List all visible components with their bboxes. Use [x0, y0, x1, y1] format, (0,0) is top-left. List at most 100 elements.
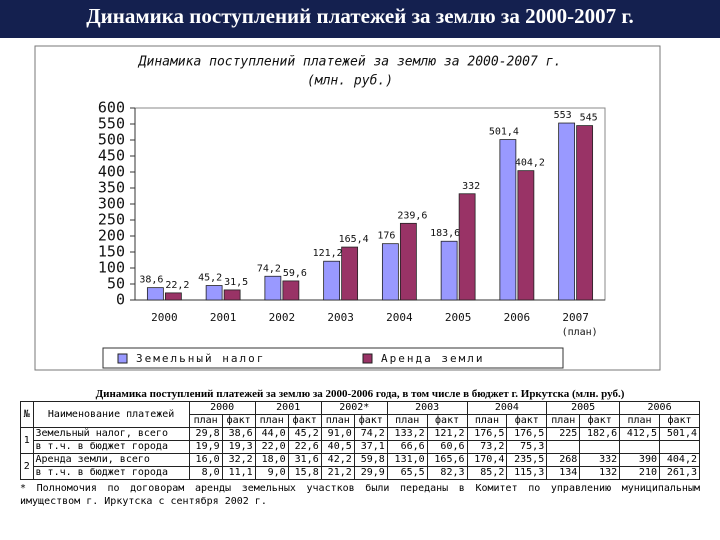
table-cell: 18,0 [254, 453, 289, 467]
table-cell: 176,5 [466, 427, 508, 441]
title-bar [0, 0, 720, 38]
table-cell: 65,5 [386, 466, 428, 480]
table-cell: 176,5 [506, 427, 548, 441]
table-cell: в т.ч. в бюджет города [32, 440, 190, 454]
bar [499, 139, 517, 301]
bar [323, 260, 341, 301]
header-row: № Наименование платежей 2000 2001 2002* 2003 2… [20, 401, 700, 428]
table-cell: 268 [546, 453, 581, 467]
table-cell: 66,6 [386, 440, 428, 454]
table-cell: 45,2 [287, 427, 322, 441]
value-label: 545 [580, 113, 598, 124]
value-label: 183,6 [430, 228, 460, 239]
value-label: 22,2 [165, 280, 189, 291]
table-cell: 210 [619, 466, 660, 480]
table-cell: 75,3 [506, 440, 548, 454]
table-cell: 15,8 [287, 466, 322, 480]
table-cell: 82,3 [426, 466, 468, 480]
bar [440, 240, 458, 301]
table-caption: Динамика поступлений платежей за землю з… [95, 388, 625, 400]
value-label: 239,6 [397, 210, 427, 221]
y-tick-label: 400 [98, 163, 125, 181]
header-cell: факт [506, 414, 548, 428]
header-cell: № [20, 401, 34, 428]
table-cell: 165,6 [426, 453, 468, 467]
table-cell: 85,2 [466, 466, 508, 480]
table-cell: 412,5 [619, 427, 660, 441]
x-tick-label: 2006 [504, 311, 531, 324]
header-cell: план [386, 414, 428, 428]
table-cell: 134 [546, 466, 581, 480]
table-cell [579, 440, 621, 454]
y-tick-label: 550 [98, 115, 125, 133]
y-tick-label: 250 [98, 211, 125, 229]
table-cell: 9,0 [254, 466, 289, 480]
legend-label: Земельный налог [136, 352, 265, 365]
bar [576, 125, 594, 301]
y-tick-label: 150 [98, 243, 125, 261]
table-cell: 261,3 [658, 466, 701, 480]
chart-title: Динамика поступлений платежей за землю з… [138, 55, 562, 70]
legend-label: Аренда земли [381, 352, 484, 365]
table-block: Динамика поступлений платежей за землю з… [20, 388, 701, 508]
table-cell: 37,1 [353, 440, 388, 454]
table-cell: 404,2 [658, 453, 701, 467]
table-row: в т.ч. в бюджет города 8,0 11,1 9,0 15,8 21,2… [21, 466, 701, 480]
table-cell: 121,2 [426, 427, 468, 441]
y-tick-label: 100 [98, 259, 125, 277]
table-cell: 44,0 [254, 427, 289, 441]
table-cell [546, 440, 581, 454]
header-cell: план [188, 414, 223, 428]
bar [205, 285, 223, 301]
bar [146, 287, 164, 301]
table-cell: 19,3 [221, 440, 256, 454]
x-tick-label: 2004 [386, 311, 413, 324]
bar [381, 243, 399, 301]
table-cell: в т.ч. в бюджет города [32, 466, 190, 480]
header-cell: план [546, 414, 581, 428]
value-label: 501,4 [489, 127, 519, 138]
value-label: 176 [377, 231, 395, 242]
x-tick-label: 2002 [269, 311, 296, 324]
table-cell: 131,0 [386, 453, 428, 467]
data-table: № Наименование платежей 2000 2001 2002* 2003 2… [20, 401, 701, 480]
header-cell: план [466, 414, 508, 428]
table-cell: 60,6 [426, 440, 468, 454]
table-cell: 40,5 [320, 440, 355, 454]
header-cell: 2001 [254, 401, 322, 415]
table-cell: 42,2 [320, 453, 355, 467]
y-tick-label: 200 [98, 227, 125, 245]
bar [558, 122, 576, 301]
header-cell: 2000 [188, 401, 256, 415]
table-cell: 501,4 [658, 427, 701, 441]
table-cell: 74,2 [353, 427, 388, 441]
value-label: 59,6 [283, 268, 307, 279]
x-tick-label: 2003 [327, 311, 354, 324]
header-cell: план [320, 414, 355, 428]
value-label: 74,2 [257, 263, 281, 274]
header-cell: факт [287, 414, 322, 428]
x-tick-label: 2007 [562, 311, 589, 324]
value-label: 553 [554, 110, 572, 121]
table-cell: 8,0 [188, 466, 223, 480]
table-cell: 32,2 [221, 453, 256, 467]
bar [264, 275, 282, 301]
chart: Динамика поступлений платежей за землю з… [34, 45, 661, 371]
legend-swatch [362, 353, 373, 364]
table-cell: 235,5 [506, 453, 548, 467]
table-cell: 38,6 [221, 427, 256, 441]
table-row: 2 Аренда земли, всего 16,0 32,2 18,0 31,6 42,2… [20, 453, 701, 480]
table-cell: 225 [546, 427, 581, 441]
table-cell [658, 440, 701, 454]
table-cell: 22,6 [287, 440, 322, 454]
value-label: 45,2 [198, 273, 222, 284]
value-label: 38,6 [139, 275, 163, 286]
y-tick-label: 350 [98, 179, 125, 197]
category-note: (план) [562, 327, 598, 338]
table-cell: 182,6 [579, 427, 621, 441]
table-cell: 170,4 [466, 453, 508, 467]
table-row: в т.ч. в бюджет города 19,9 19,3 22,0 22,6 40… [21, 440, 701, 454]
footnote: * Полномочия по договорам аренды земельн… [20, 483, 700, 507]
y-tick-label: 500 [98, 131, 125, 149]
header-cell: 2005 [546, 401, 621, 415]
